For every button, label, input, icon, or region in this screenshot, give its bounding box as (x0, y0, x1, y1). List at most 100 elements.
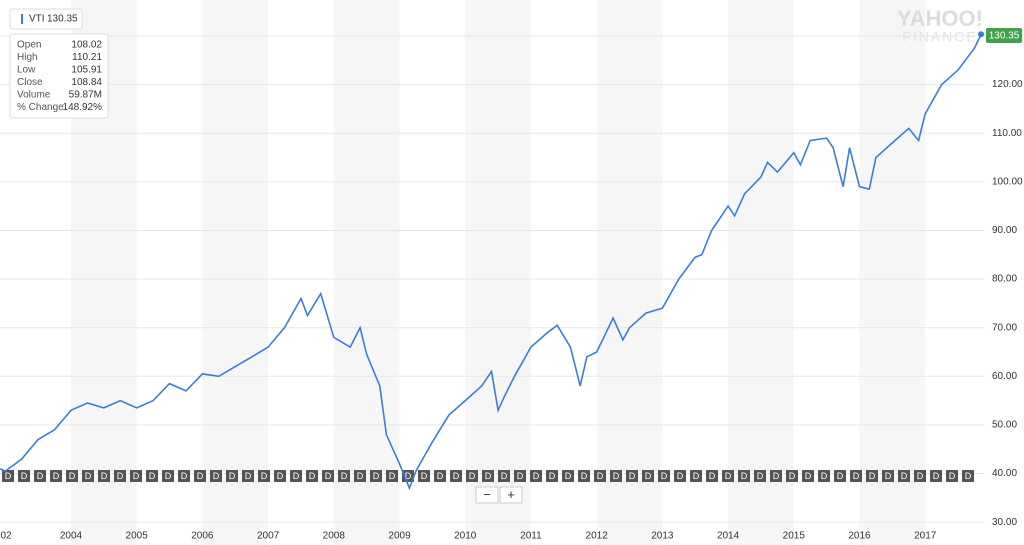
dividend-marker-label: D (53, 471, 60, 481)
dividend-marker (722, 470, 734, 482)
dividend-marker-label: D (565, 471, 572, 481)
y-tick-label: 60.00 (992, 371, 1017, 382)
dividend-marker-label: D (437, 471, 444, 481)
tooltip-key: Open (17, 40, 41, 51)
x-tick-label: 2010 (454, 531, 477, 542)
dividend-marker-label: D (133, 471, 140, 481)
x-tick-label: 2013 (651, 531, 674, 542)
dividend-marker (674, 470, 686, 482)
dividend-marker-label: D (293, 471, 300, 481)
zoom-button[interactable] (475, 486, 499, 504)
dividend-marker-label: D (805, 471, 812, 481)
y-tick-label: 50.00 (992, 420, 1017, 431)
dividend-marker-label: D (853, 471, 860, 481)
dividend-marker-label: D (581, 471, 588, 481)
year-band (859, 0, 926, 545)
x-tick-label: 2009 (388, 531, 411, 542)
dividend-marker (354, 470, 366, 482)
zoom-label[interactable]: − (483, 487, 491, 502)
x-tick-label: 2017 (914, 531, 937, 542)
tooltip-key: High (17, 52, 38, 63)
dividend-marker-label: D (341, 471, 348, 481)
x-tick-label: 2014 (717, 531, 740, 542)
dividend-marker (226, 470, 238, 482)
dividend-marker (210, 470, 222, 482)
dividend-marker (562, 470, 574, 482)
dividend-marker (594, 470, 606, 482)
dividend-marker-label: D (405, 471, 412, 481)
zoom-label[interactable]: + (507, 487, 515, 502)
dividend-marker-label: D (677, 471, 684, 481)
x-tick-label: 2007 (257, 531, 280, 542)
dividend-marker-label: D (149, 471, 156, 481)
y-tick-label: 70.00 (992, 322, 1017, 333)
dividend-marker (690, 470, 702, 482)
dividend-marker (66, 470, 78, 482)
dividend-marker-label: D (309, 471, 316, 481)
dividend-marker (642, 470, 654, 482)
dividend-marker-label: D (885, 471, 892, 481)
dividend-marker (386, 470, 398, 482)
last-point (978, 31, 985, 38)
y-tick-label: 120.00 (992, 79, 1023, 90)
dividend-marker-label: D (501, 471, 508, 481)
dividend-marker (18, 470, 30, 482)
dividend-marker-label: D (773, 471, 780, 481)
dividend-marker (434, 470, 446, 482)
dividend-marker (514, 470, 526, 482)
dividend-marker (50, 470, 62, 482)
dividend-marker (306, 470, 318, 482)
x-tick-label: 2012 (586, 531, 609, 542)
dividend-marker-label: D (613, 471, 620, 481)
watermark: FINANCE (902, 29, 977, 45)
dividend-marker (258, 470, 270, 482)
dividend-marker (450, 470, 462, 482)
dividend-marker-label: D (85, 471, 92, 481)
dividend-marker-label: D (725, 471, 732, 481)
dividend-marker (114, 470, 126, 482)
dividend-marker-label: D (373, 471, 380, 481)
dividend-marker (626, 470, 638, 482)
tooltip-key: Low (17, 65, 36, 76)
dividend-marker (930, 470, 942, 482)
legend-box (9, 8, 83, 30)
x-tick-label: 02 (0, 531, 12, 542)
dividend-marker-label: D (325, 471, 332, 481)
tooltip-value: 108.84 (71, 77, 102, 88)
dividend-marker-label: D (229, 471, 236, 481)
y-tick-label: 110.00 (992, 128, 1022, 139)
x-tick-label: 2004 (60, 531, 83, 542)
dividend-marker (850, 470, 862, 482)
dividend-marker-label: D (629, 471, 636, 481)
dividend-marker (34, 470, 46, 482)
dividend-marker-label: D (533, 471, 540, 481)
year-band (202, 0, 269, 545)
x-tick-label: 2015 (783, 531, 806, 542)
dividend-marker (466, 470, 478, 482)
dividend-marker (786, 470, 798, 482)
dividend-marker-label: D (837, 471, 844, 481)
dividend-marker (418, 470, 430, 482)
year-band (728, 0, 794, 545)
dividend-marker-label: D (917, 471, 924, 481)
dividend-marker (242, 470, 254, 482)
dividend-marker (546, 470, 558, 482)
dividend-marker (2, 470, 14, 482)
dividend-marker-label: D (789, 471, 796, 481)
dividend-marker (770, 470, 782, 482)
dividend-marker-label: D (741, 471, 748, 481)
price-tag-label: 130.35 (989, 31, 1020, 42)
dividend-marker-label: D (69, 471, 76, 481)
tooltip-value: 108.02 (71, 40, 102, 51)
tooltip-value: 59.87M (69, 90, 102, 101)
dividend-marker (834, 470, 846, 482)
dividend-marker-label: D (597, 471, 604, 481)
price-line (0, 33, 982, 491)
dividend-marker (530, 470, 542, 482)
dividend-marker-label: D (693, 471, 700, 481)
dividend-marker (866, 470, 878, 482)
dividend-marker (738, 470, 750, 482)
dividend-marker (290, 470, 302, 482)
tooltip-value: 110.21 (72, 52, 102, 63)
zoom-button[interactable] (499, 486, 523, 504)
